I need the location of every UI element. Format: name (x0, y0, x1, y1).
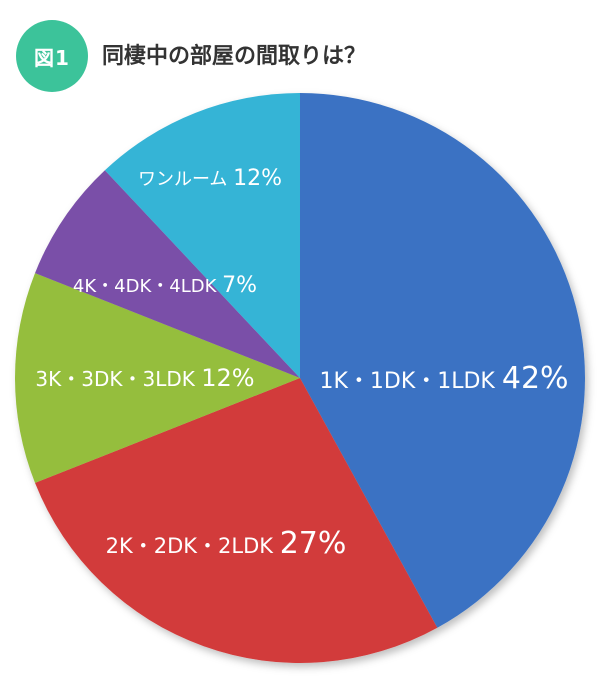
slice-label: 1K・1DK・1LDK 42% (319, 361, 568, 396)
slice-label: 2K・2DK・2LDK 27% (106, 526, 347, 561)
pie-slice (300, 93, 586, 628)
slice-label-value: 27% (280, 526, 347, 561)
slice-label-value: 7% (222, 273, 257, 298)
pie-slices (15, 93, 586, 663)
slice-label-value: 12% (233, 166, 282, 191)
pie-slice (35, 170, 300, 378)
slice-label: ワンルーム 12% (138, 166, 282, 191)
figure-badge: 図1 (16, 20, 88, 92)
slice-label-name: ワンルーム (138, 169, 233, 190)
slice-label-value: 42% (502, 361, 569, 396)
slice-label-name: 2K・2DK・2LDK (106, 534, 280, 558)
slice-label-name: 4K・4DK・4LDK (73, 276, 222, 297)
pie-labels: 1K・1DK・1LDK 42% 2K・2DK・2LDK 27% 3K・3DK・3LD… (35, 166, 568, 561)
pie-slice (104, 93, 300, 378)
slice-label: 3K・3DK・3LDK 12% (35, 364, 254, 392)
slice-label-value: 12% (201, 364, 254, 392)
slice-label: 4K・4DK・4LDK 7% (73, 273, 257, 298)
slice-label-name: 1K・1DK・1LDK (319, 369, 501, 394)
pie-slice (15, 273, 301, 483)
pie-slice (35, 378, 438, 663)
slice-label-name: 3K・3DK・3LDK (35, 367, 201, 391)
chart-title: 同棲中の部屋の間取りは？ (102, 44, 367, 69)
